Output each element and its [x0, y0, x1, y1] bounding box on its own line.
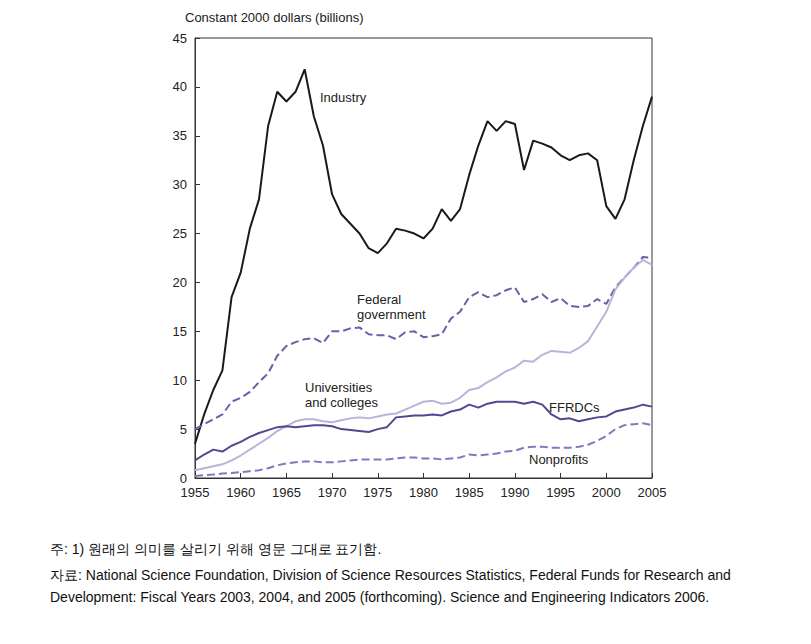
svg-text:1990: 1990 — [500, 485, 529, 500]
svg-text:and colleges: and colleges — [305, 395, 378, 410]
svg-text:2005: 2005 — [638, 485, 667, 500]
svg-text:20: 20 — [173, 275, 187, 290]
svg-text:Constant 2000 dollars (billion: Constant 2000 dollars (billions) — [185, 10, 363, 25]
svg-text:1970: 1970 — [318, 485, 347, 500]
svg-text:1995: 1995 — [546, 485, 575, 500]
svg-text:40: 40 — [173, 79, 187, 94]
svg-text:Universities: Universities — [305, 380, 376, 395]
svg-text:25: 25 — [173, 226, 187, 241]
svg-text:30: 30 — [173, 177, 187, 192]
svg-text:Industry: Industry — [320, 90, 367, 105]
svg-text:FFRDCs: FFRDCs — [549, 400, 600, 415]
svg-text:35: 35 — [173, 128, 187, 143]
svg-text:1960: 1960 — [226, 485, 255, 500]
svg-text:1980: 1980 — [409, 485, 438, 500]
svg-text:1965: 1965 — [272, 485, 301, 500]
svg-text:45: 45 — [173, 31, 187, 46]
svg-text:주: 1) 원래의 의미를 살리기 위해 영문 그대로 표기: 주: 1) 원래의 의미를 살리기 위해 영문 그대로 표기함. — [50, 541, 381, 557]
svg-text:0: 0 — [180, 471, 187, 486]
svg-text:1975: 1975 — [363, 485, 392, 500]
svg-text:Development: Fiscal Years 2003: Development: Fiscal Years 2003, 2004, an… — [50, 589, 709, 605]
svg-text:Federal: Federal — [357, 292, 405, 307]
svg-text:2000: 2000 — [592, 485, 621, 500]
svg-text:Nonprofits: Nonprofits — [529, 452, 589, 467]
svg-text:1985: 1985 — [455, 485, 484, 500]
svg-text:5: 5 — [180, 422, 187, 437]
svg-text:government: government — [357, 307, 426, 322]
svg-text:15: 15 — [173, 324, 187, 339]
svg-text:1955: 1955 — [181, 485, 210, 500]
svg-text:10: 10 — [173, 373, 187, 388]
svg-text:자료: National Science Foundatio: 자료: National Science Foundation, Divisio… — [50, 567, 735, 583]
